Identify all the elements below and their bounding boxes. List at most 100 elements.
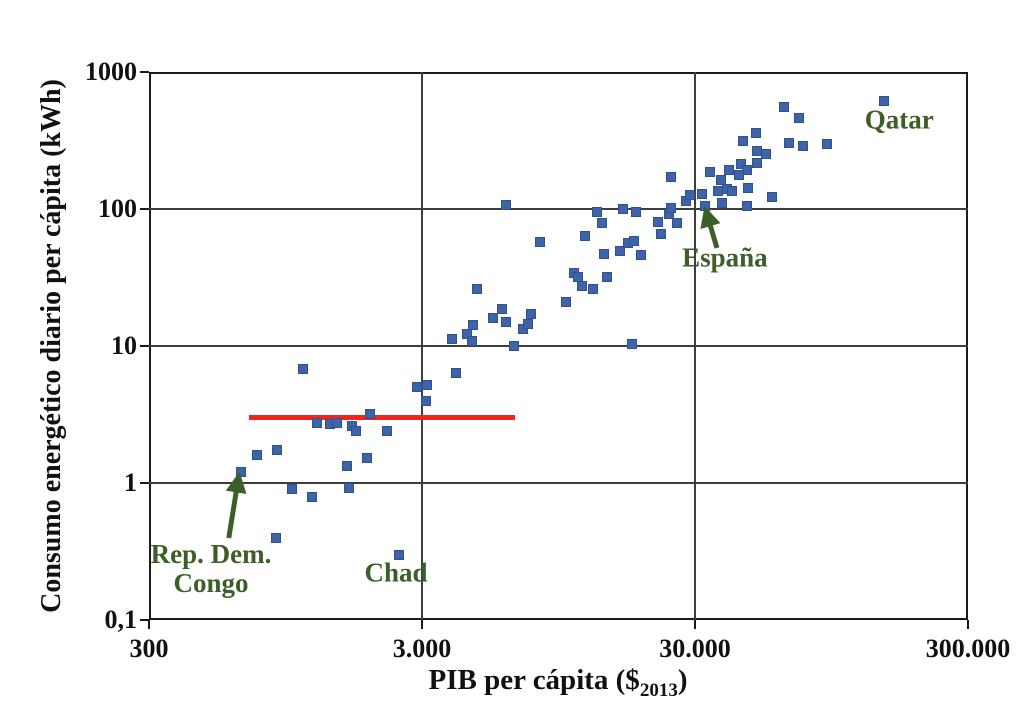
data-point (342, 460, 353, 471)
data-point (270, 532, 281, 543)
data-point (468, 320, 479, 331)
data-point (560, 297, 571, 308)
data-point (665, 172, 676, 183)
data-point (635, 250, 646, 261)
data-point (501, 199, 512, 210)
data-point (879, 96, 890, 107)
x-axis-title-text: PIB per cápita ($ (428, 664, 640, 696)
x-tick-label: 30.000 (659, 634, 731, 663)
data-point (627, 339, 638, 350)
data-point (704, 167, 715, 178)
data-point (523, 319, 534, 330)
data-point (343, 482, 354, 493)
data-point (750, 127, 761, 138)
x-axis-title: PIB per cápita ($2013) (258, 664, 858, 700)
x-tick-label: 3.000 (392, 634, 452, 663)
data-point (500, 316, 511, 327)
y-tick-mark (140, 208, 149, 210)
data-point (629, 236, 640, 247)
data-point (751, 157, 762, 168)
data-point (671, 218, 682, 229)
data-point (630, 207, 641, 218)
data-point (351, 425, 362, 436)
data-point (684, 189, 695, 200)
x-axis-title-subscript: 2013 (639, 679, 678, 701)
data-point (741, 164, 752, 175)
data-point (716, 174, 727, 185)
data-point (618, 204, 629, 214)
y-tick-label: 1000 (85, 57, 137, 86)
data-point (580, 231, 591, 242)
data-point (588, 283, 599, 294)
data-point (614, 246, 625, 257)
x-tick-mark (967, 620, 969, 629)
data-point (466, 335, 477, 346)
annotation-label: Rep. Dem. Congo (150, 539, 272, 599)
data-point (723, 164, 734, 175)
data-point (726, 185, 737, 196)
x-axis-title-close: ) (677, 664, 688, 696)
data-point (534, 237, 545, 248)
data-point (447, 333, 458, 344)
reference-line (249, 415, 516, 421)
data-point (696, 188, 707, 199)
data-point (761, 149, 772, 159)
data-point (526, 308, 537, 319)
data-point (798, 140, 809, 151)
data-point (602, 271, 613, 282)
data-point (700, 201, 711, 212)
data-point (784, 137, 795, 148)
data-point (487, 313, 498, 324)
y-tick-label: 0,1 (104, 605, 138, 634)
data-point (411, 382, 422, 393)
data-point (737, 136, 748, 147)
y-tick-label: 100 (98, 194, 137, 223)
annotation-label: Chad (364, 557, 428, 588)
data-point (779, 102, 790, 113)
data-point (742, 182, 753, 193)
y-tick-mark (140, 619, 149, 621)
x-tick-mark (421, 620, 423, 629)
y-gridline (149, 208, 968, 210)
data-point (420, 395, 431, 406)
data-point (422, 379, 433, 390)
data-point (734, 170, 745, 181)
data-point (364, 408, 375, 419)
annotation-label: España (682, 242, 768, 273)
data-point (393, 549, 404, 560)
data-point (271, 444, 282, 455)
y-tick-label: 10 (111, 331, 137, 360)
data-point (509, 341, 520, 351)
data-point (655, 228, 666, 239)
y-tick-mark (140, 71, 149, 73)
data-point (381, 425, 392, 436)
x-gridline (694, 72, 696, 620)
data-point (717, 198, 728, 209)
data-point (332, 417, 343, 428)
data-point (767, 192, 778, 203)
y-tick-mark (140, 482, 149, 484)
data-point (794, 113, 805, 124)
data-point (251, 450, 262, 461)
data-point (741, 201, 752, 212)
data-point (666, 203, 677, 214)
data-point (736, 159, 747, 169)
data-point (591, 207, 602, 218)
data-point (286, 483, 297, 494)
x-tick-label: 300.000 (925, 634, 1011, 663)
annotation-label: Qatar (864, 104, 934, 134)
y-tick-label: 1 (124, 468, 137, 497)
data-point (598, 248, 609, 259)
data-point (577, 280, 588, 291)
data-point (298, 363, 309, 374)
data-point (597, 218, 608, 229)
data-point (471, 284, 482, 295)
y-gridline (149, 345, 968, 347)
data-point (312, 417, 323, 428)
data-point (496, 304, 507, 315)
data-point (235, 467, 246, 478)
data-point (307, 492, 318, 503)
data-point (451, 367, 462, 378)
x-tick-label: 300 (129, 634, 169, 663)
